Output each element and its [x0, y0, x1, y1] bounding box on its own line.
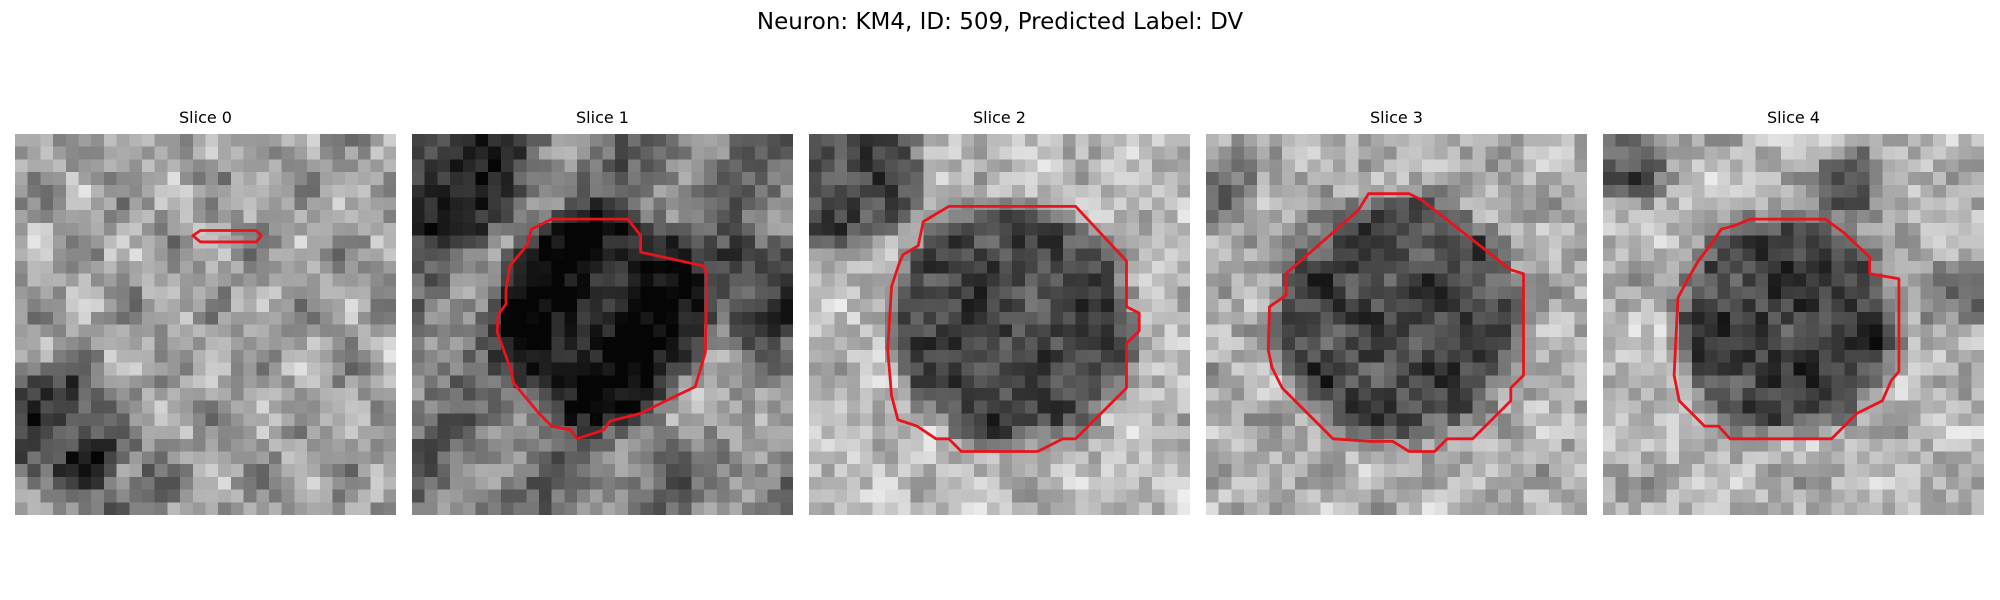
segmentation-contour-4: [1672, 217, 1901, 441]
figure-title: Neuron: KM4, ID: 509, Predicted Label: D…: [756, 9, 1244, 35]
slice-title-4: Slice 4: [1767, 108, 1820, 127]
slice-panel-2: Slice 2: [809, 108, 1190, 515]
slice-pixels-0: [15, 134, 396, 515]
slice-panel-4: Slice 4: [1603, 108, 1984, 515]
slice-panel-3: Slice 3: [1206, 108, 1587, 515]
slice-image-4: [1603, 134, 1984, 515]
segmentation-contour-3: [1266, 192, 1525, 453]
slice-pixels-3: [1206, 134, 1587, 515]
slice-title-3: Slice 3: [1370, 108, 1423, 127]
slice-image-0: [15, 134, 396, 515]
slice-pixels-4: [1603, 134, 1984, 515]
slice-panel-1: Slice 1: [412, 108, 793, 515]
slice-title-1: Slice 1: [576, 108, 629, 127]
slice-panel-0: Slice 0: [15, 108, 396, 515]
slice-title-2: Slice 2: [973, 108, 1026, 127]
segmentation-contour-2: [886, 204, 1141, 453]
segmentation-contour-1: [495, 217, 709, 441]
slice-image-1: [412, 134, 793, 515]
segmentation-contour-0: [191, 229, 263, 244]
slice-image-2: [809, 134, 1190, 515]
slice-title-0: Slice 0: [179, 108, 232, 127]
slice-pixels-2: [809, 134, 1190, 515]
slice-pixels-1: [412, 134, 793, 515]
slice-image-3: [1206, 134, 1587, 515]
